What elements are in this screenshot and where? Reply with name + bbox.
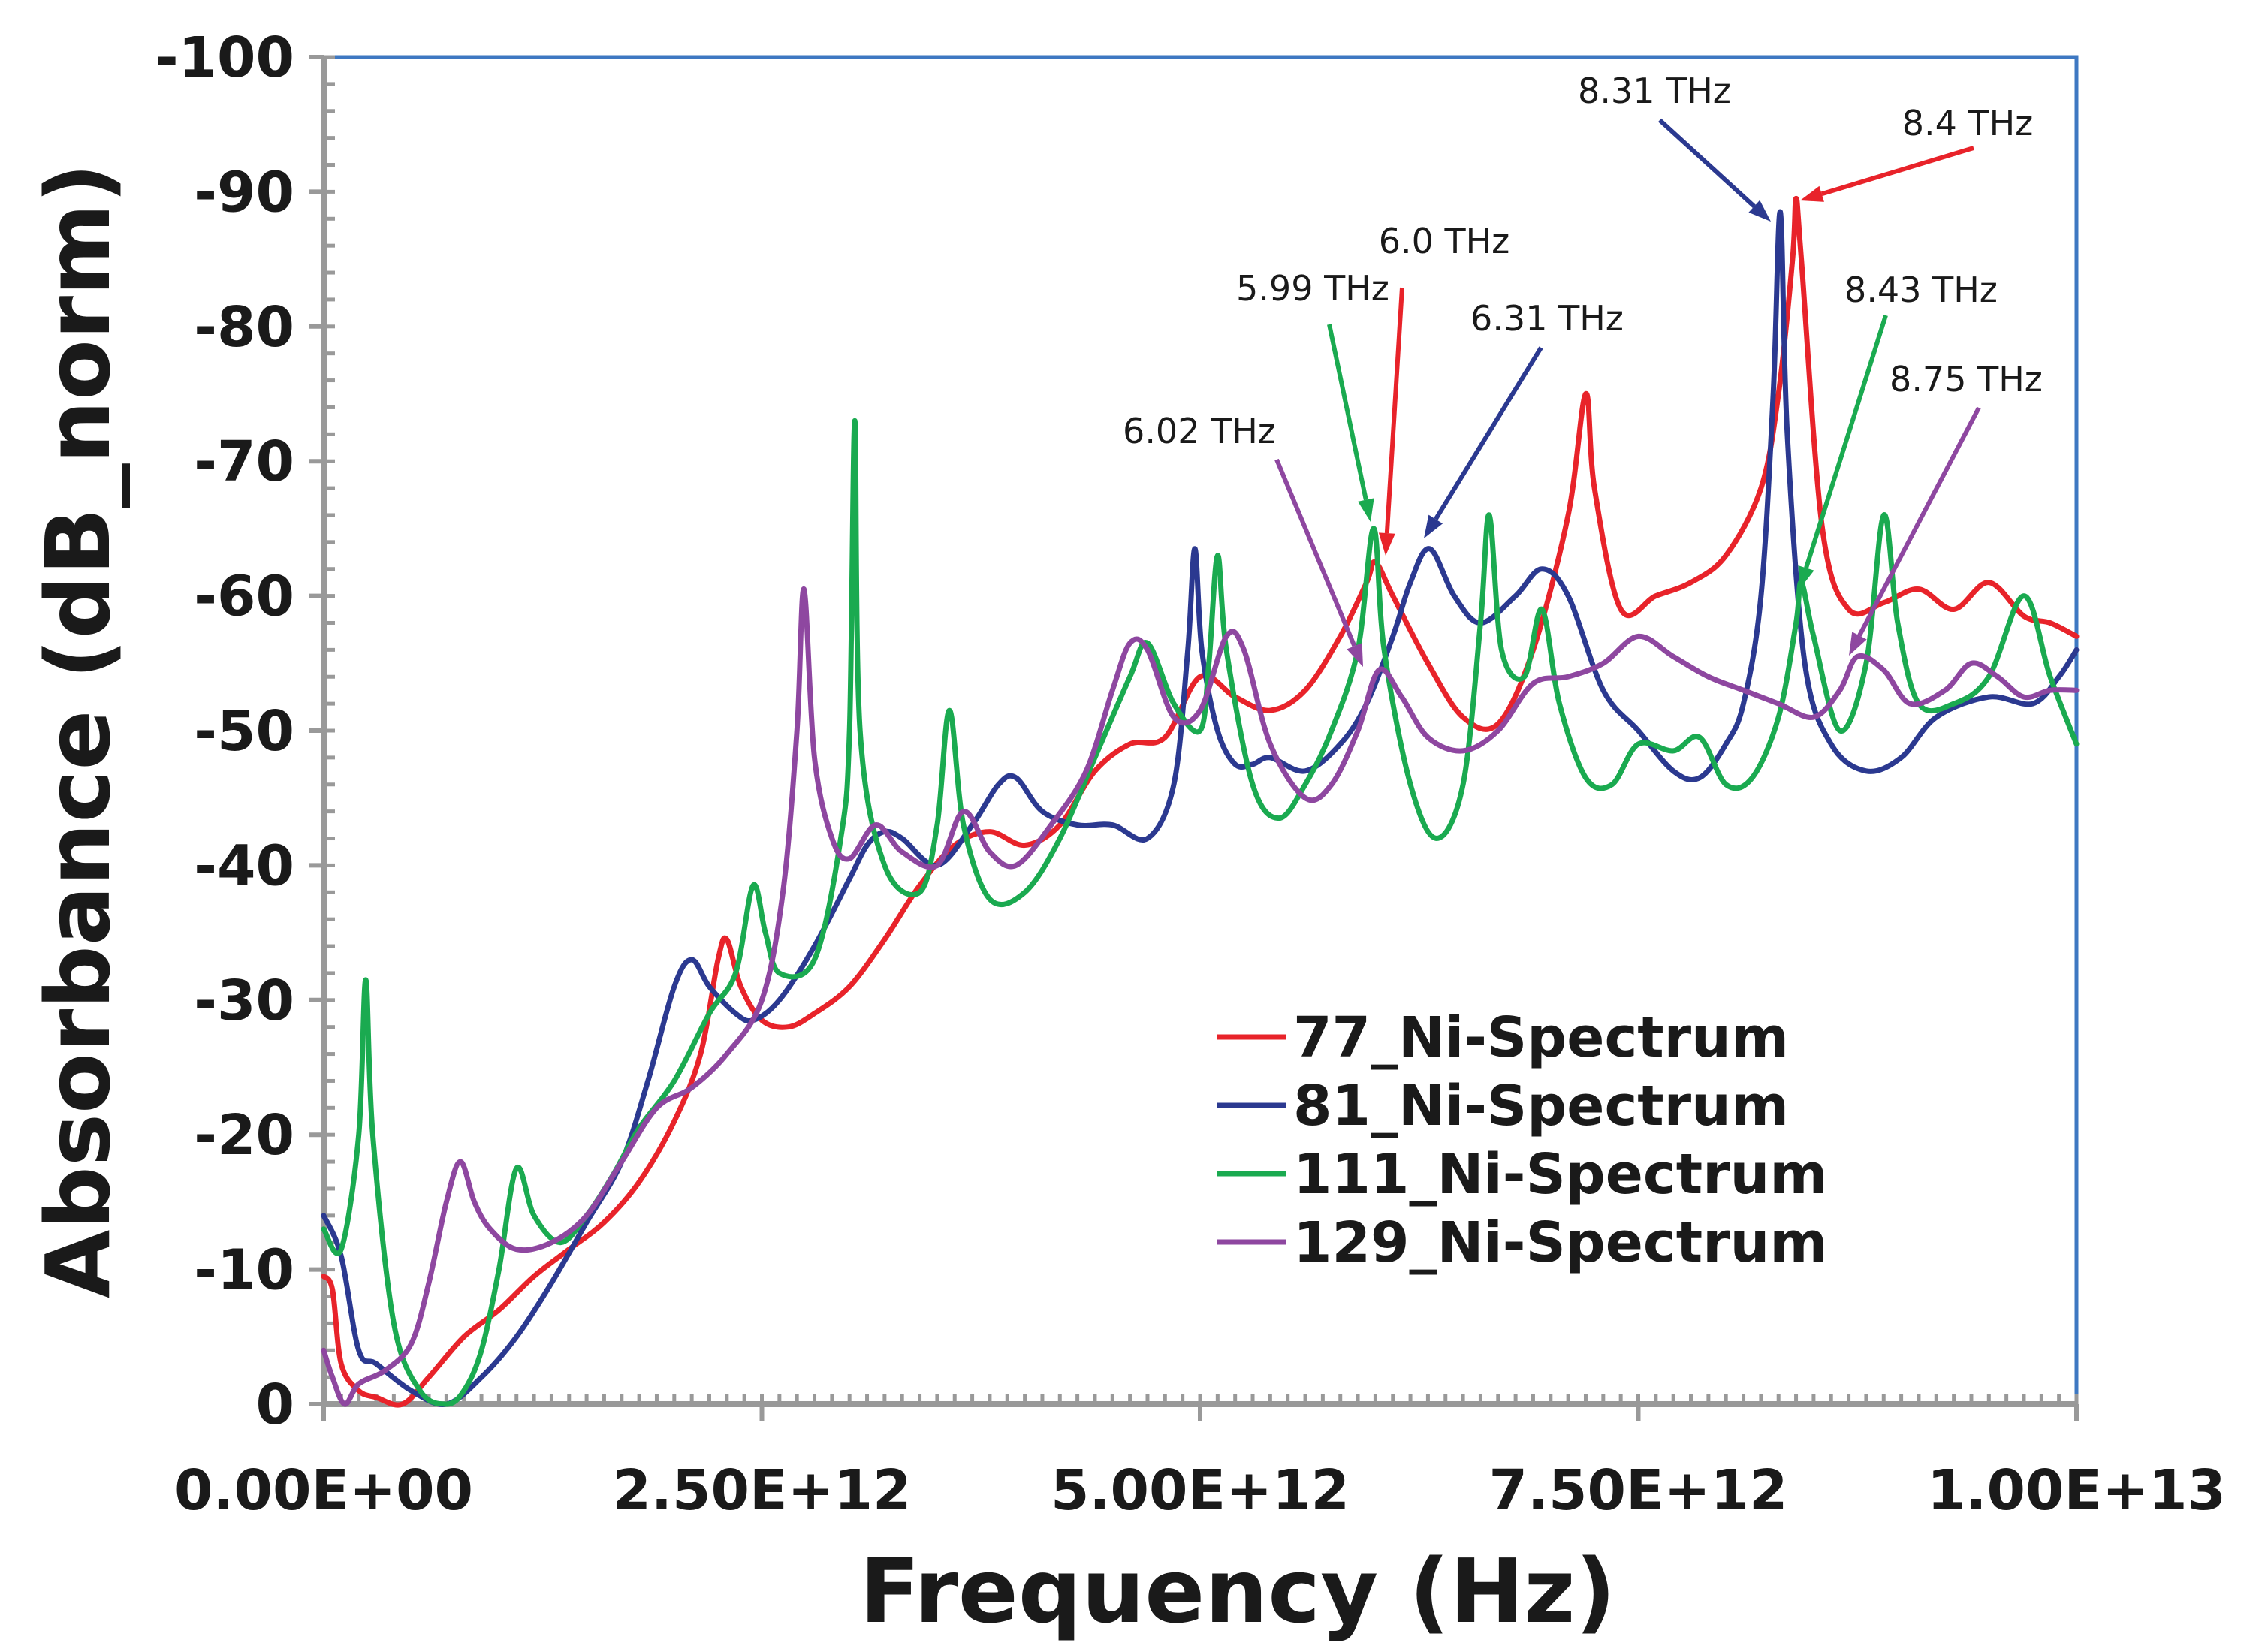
annotation-arrow-head (1798, 565, 1814, 589)
y-tick-label: -90 (194, 160, 294, 225)
annotation-arrow-shaft (1804, 315, 1888, 569)
y-tick-label: -50 (194, 699, 294, 764)
annotation-label: 8.4 THz (1902, 103, 2034, 143)
legend-label: 111_Ni-Spectrum (1293, 1142, 1827, 1207)
x-tick-labels: 0.00E+00 2.50E+12 5.00E+12 7.50E+12 1.00E+13 (174, 1458, 2226, 1523)
y-tick-label: -10 (194, 1238, 294, 1303)
legend: 77_Ni-Spectrum81_Ni-Spectrum111_Ni-Spect… (1217, 1005, 1827, 1275)
annotation-label: 6.02 THz (1123, 411, 1276, 451)
y-tick-label: -80 (194, 295, 294, 360)
annotation-arrow-shaft (1274, 458, 1357, 647)
annotation-arrow-shaft (1820, 146, 1974, 197)
series-layer (321, 195, 2080, 1408)
legend-label: 81_Ni-Spectrum (1293, 1074, 1789, 1138)
annotation-label: 8.75 THz (1890, 359, 2043, 399)
x-tick-label: 7.50E+12 (1488, 1458, 1787, 1523)
annotation-arrow-head (1358, 498, 1374, 522)
x-tick-label: 0.00E+00 (174, 1458, 473, 1523)
legend-label: 77_Ni-Spectrum (1293, 1005, 1789, 1070)
x-tick-label: 1.00E+13 (1927, 1458, 2226, 1523)
axis-ticks (309, 55, 2079, 1421)
annotation-arrow-head (1800, 185, 1824, 202)
series-line-1 (321, 209, 2080, 1407)
annotation-arrow-head (1347, 643, 1363, 667)
y-tick-label: -60 (194, 565, 294, 629)
y-axis-title: Absorbance (dB_norm) (26, 163, 130, 1298)
y-tick-label: -100 (155, 26, 294, 90)
annotation-arrow-head (1424, 514, 1443, 538)
annotation-label: 8.31 THz (1578, 71, 1731, 111)
y-tick-label: 0 (256, 1373, 295, 1437)
y-tick-label: -20 (194, 1103, 294, 1168)
series-line-2 (321, 418, 2080, 1407)
annotation-arrow-head (1849, 632, 1867, 656)
y-tick-label: -70 (194, 430, 294, 494)
annotation-arrow-shaft (1657, 118, 1756, 208)
annotation-arrow-shaft (1384, 287, 1404, 534)
x-tick-label: 2.50E+12 (612, 1458, 911, 1523)
x-axis-title: Frequency (Hz) (859, 1539, 1615, 1643)
annotation-label: 6.31 THz (1470, 298, 1624, 339)
annotation-arrow-shaft (1434, 346, 1543, 521)
annotation-arrow-shaft (1857, 406, 1981, 637)
annotation-arrow-head (1748, 200, 1771, 222)
annotation-layer: 8.31 THz 8.4 THz 6.0 THz 5.99 THz 6.31 THz 8.… (1123, 71, 2043, 667)
annotation-label: 5.99 THz (1236, 268, 1389, 309)
y-tick-labels: 0 -10 -20 -30 -40 -50 -60 -70 -80 -90 -100 (155, 26, 294, 1437)
annotation-arrow-head (1378, 532, 1395, 556)
series-line-0 (321, 195, 2080, 1408)
annotation-label: 6.0 THz (1379, 221, 1510, 261)
y-tick-label: -40 (194, 834, 294, 898)
y-tick-label: -30 (194, 969, 294, 1033)
annotation-label: 8.43 THz (1844, 270, 1998, 310)
series-line-3 (321, 586, 2080, 1407)
annotation-arrow-shaft (1327, 324, 1368, 501)
x-tick-label: 5.00E+12 (1051, 1458, 1350, 1523)
legend-label: 129_Ni-Spectrum (1293, 1210, 1827, 1275)
